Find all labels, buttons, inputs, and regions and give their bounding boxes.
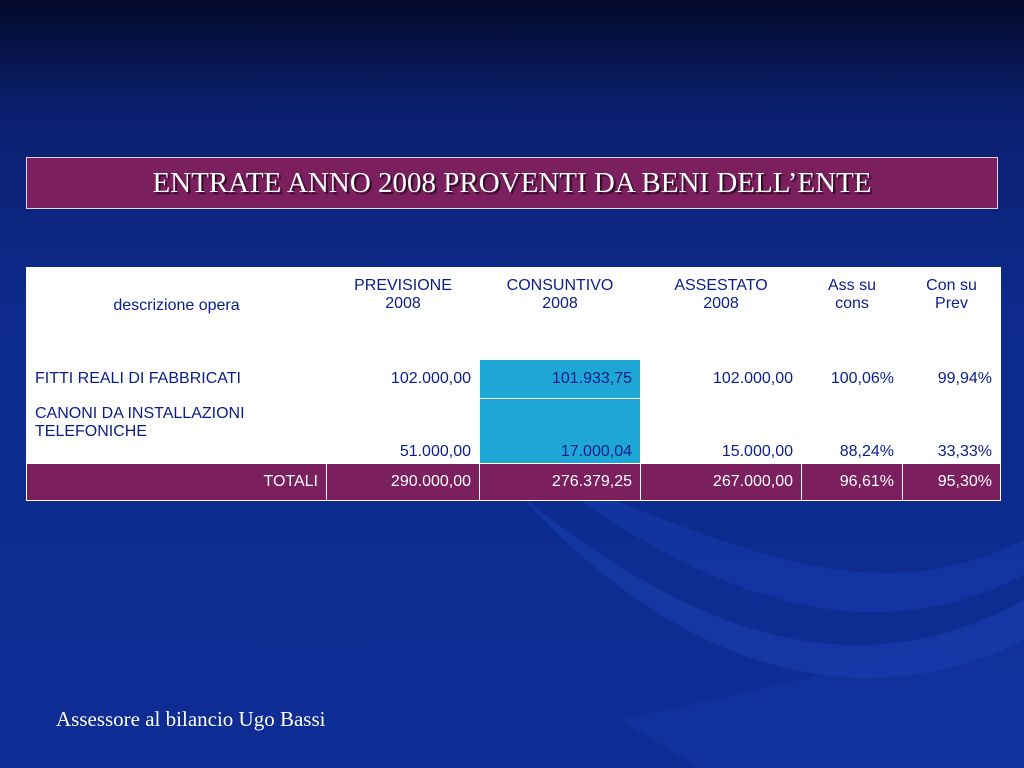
cell-consuntivo: 17.000,04: [479, 398, 641, 464]
cell-consuntivo: 101.933,75: [479, 359, 641, 399]
header-cell-descrizione: descrizione opera: [26, 267, 327, 322]
empty-cell: [326, 321, 480, 360]
total-consuntivo: 276.379,25: [479, 463, 641, 501]
empty-cell: [902, 321, 1001, 360]
totals-row: TOTALI 290.000,00 276.379,25 267.000,00 …: [26, 463, 1001, 501]
header-cell-assestato: ASSESTATO 2008: [640, 267, 802, 322]
cell-con-su-prev: 99,94%: [902, 359, 1001, 399]
empty-cell: [479, 321, 641, 360]
table-row: FITTI REALI DI FABBRICATI 102.000,00 101…: [26, 359, 1001, 399]
row-label: FITTI REALI DI FABBRICATI: [26, 359, 327, 399]
empty-cell: [640, 321, 802, 360]
revenue-table: descrizione opera PREVISIONE 2008 CONSUNT…: [26, 267, 1001, 501]
empty-cell: [26, 321, 327, 360]
total-previsione: 290.000,00: [326, 463, 480, 501]
cell-assestato: 15.000,00: [640, 398, 802, 464]
total-ass-su-cons: 96,61%: [801, 463, 903, 501]
table-spacer-row: [26, 321, 1001, 360]
total-assestato: 267.000,00: [640, 463, 802, 501]
cell-ass-su-cons: 88,24%: [801, 398, 903, 464]
cell-previsione: 102.000,00: [326, 359, 480, 399]
cell-assestato: 102.000,00: [640, 359, 802, 399]
slide-title-box: ENTRATE ANNO 2008 PROVENTI DA BENI DELL’…: [26, 157, 998, 209]
table-header-row: descrizione opera PREVISIONE 2008 CONSUNT…: [26, 267, 1001, 322]
header-cell-con-su-prev: Con su Prev: [902, 267, 1001, 322]
cell-previsione: 51.000,00: [326, 398, 480, 464]
footer-credit: Assessore al bilancio Ugo Bassi: [56, 707, 326, 731]
slide-title: ENTRATE ANNO 2008 PROVENTI DA BENI DELL’…: [152, 166, 872, 199]
header-cell-ass-su-cons: Ass su cons: [801, 267, 903, 322]
cell-con-su-prev: 33,33%: [902, 398, 1001, 464]
header-cell-consuntivo: CONSUNTIVO 2008: [479, 267, 641, 322]
header-cell-previsione: PREVISIONE 2008: [326, 267, 480, 322]
table-row: CANONI DA INSTALLAZIONI TELEFONICHE 51.00…: [26, 398, 1001, 464]
totals-label: TOTALI: [26, 463, 327, 501]
row-label: CANONI DA INSTALLAZIONI TELEFONICHE: [26, 398, 327, 464]
total-con-su-prev: 95,30%: [902, 463, 1001, 501]
cell-ass-su-cons: 100,06%: [801, 359, 903, 399]
empty-cell: [801, 321, 903, 360]
